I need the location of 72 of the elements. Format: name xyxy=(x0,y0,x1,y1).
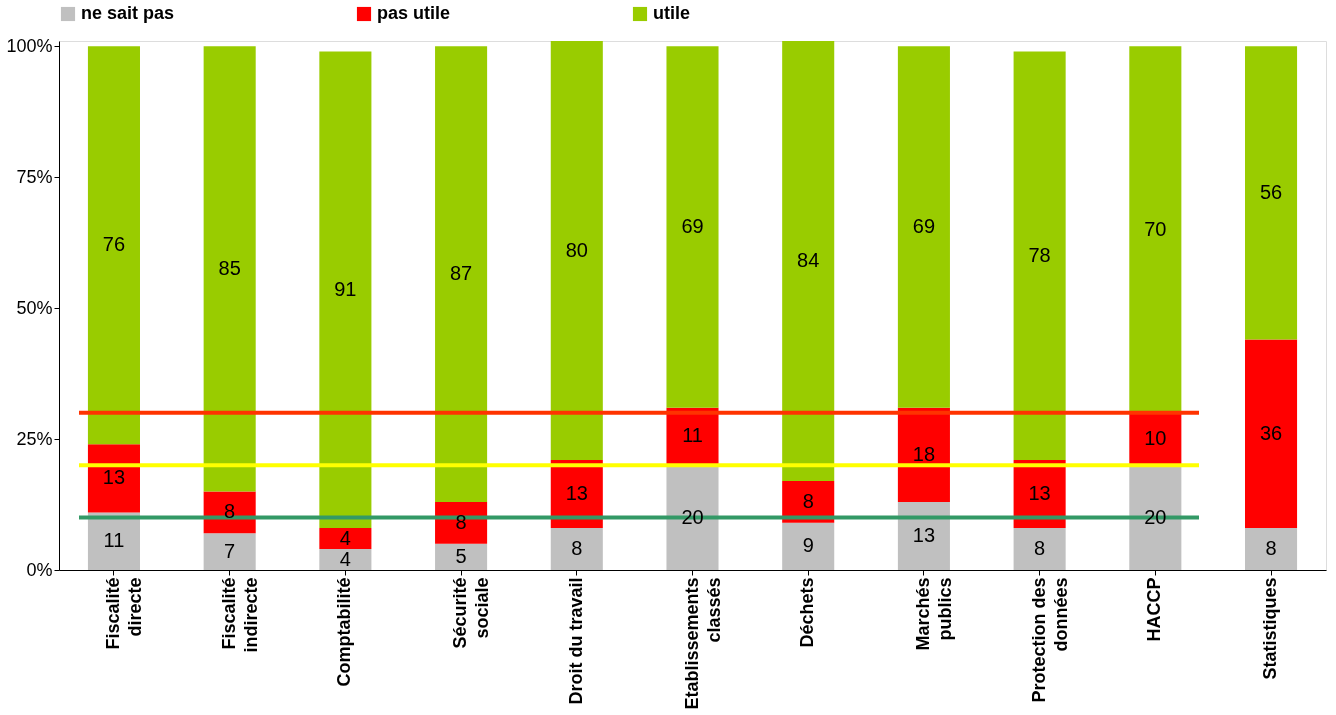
bar xyxy=(1013,51,1066,461)
bar xyxy=(550,528,603,570)
x-tick-label: Fiscalité directe xyxy=(102,577,145,650)
data-label: 36 xyxy=(1259,421,1283,444)
data-label: 11 xyxy=(682,424,703,447)
data-label: 11 xyxy=(103,529,125,552)
data-label: 4 xyxy=(339,526,351,549)
x-tick-label: Comptabilité xyxy=(334,577,355,687)
bar xyxy=(666,46,719,408)
bar xyxy=(87,46,140,445)
data-label: 87 xyxy=(449,262,473,285)
data-label: 5 xyxy=(455,544,467,567)
data-label: 8 xyxy=(1265,537,1277,560)
data-label: 13 xyxy=(1028,482,1051,505)
bar xyxy=(666,465,719,570)
data-label: 7 xyxy=(224,539,236,562)
bar xyxy=(435,543,488,570)
bar xyxy=(550,41,603,461)
data-label: 18 xyxy=(912,442,936,465)
y-tick-label: 0% xyxy=(26,559,53,580)
x-tick-label: Protection des données xyxy=(1028,577,1071,703)
bar xyxy=(319,528,372,550)
bar xyxy=(203,46,256,492)
x-tick-label: Statistiques xyxy=(1260,577,1281,680)
bar xyxy=(203,533,256,570)
data-label: 70 xyxy=(1144,217,1167,240)
x-tick-label: Droit du travail xyxy=(565,577,586,705)
data-label: 8 xyxy=(802,489,814,512)
data-label: 8 xyxy=(571,537,583,560)
bar xyxy=(319,549,372,570)
data-label: 69 xyxy=(681,214,704,237)
data-label: 78 xyxy=(1028,243,1051,266)
data-label: 13 xyxy=(565,482,588,505)
data-label: 56 xyxy=(1259,180,1283,203)
data-label: 76 xyxy=(102,233,126,256)
x-tick-label: HACCP xyxy=(1144,577,1165,642)
y-tick-label: 25% xyxy=(16,428,53,449)
bar xyxy=(1129,465,1182,570)
bar xyxy=(782,41,835,481)
bar xyxy=(435,46,488,502)
bar xyxy=(319,51,372,529)
x-tick-label: Fiscalité indirecte xyxy=(218,577,261,653)
data-label: 13 xyxy=(102,466,126,489)
legend-label: ne sait pas xyxy=(81,3,175,23)
data-label: 8 xyxy=(1034,537,1046,560)
x-tick-label: Marchés publics xyxy=(912,577,955,651)
data-label: 80 xyxy=(565,238,588,261)
data-label: 84 xyxy=(797,248,820,271)
bar xyxy=(897,46,950,408)
bar xyxy=(1245,528,1298,570)
data-label: 9 xyxy=(802,534,814,557)
data-label: 13 xyxy=(912,523,936,546)
bar xyxy=(897,501,950,570)
legend-label: pas utile xyxy=(377,3,451,23)
bar xyxy=(1129,46,1182,413)
bar xyxy=(782,522,835,570)
bar xyxy=(1245,339,1298,529)
data-label: 69 xyxy=(912,214,936,237)
data-label: 10 xyxy=(1144,427,1167,450)
data-label: 4 xyxy=(339,547,351,570)
y-tick-label: 50% xyxy=(16,297,53,318)
legend-label: utile xyxy=(653,3,691,23)
bar xyxy=(1245,46,1298,340)
data-label: 91 xyxy=(334,277,357,300)
x-tick-label: Sécurité sociale xyxy=(450,577,493,649)
data-label: 85 xyxy=(218,256,241,279)
x-tick-label: Déchets xyxy=(797,577,818,648)
bar xyxy=(1013,528,1066,570)
x-tick-label: Etablissements classés xyxy=(681,577,724,710)
y-tick-label: 100% xyxy=(6,35,53,56)
bar xyxy=(87,444,140,513)
y-tick-label: 75% xyxy=(16,166,53,187)
